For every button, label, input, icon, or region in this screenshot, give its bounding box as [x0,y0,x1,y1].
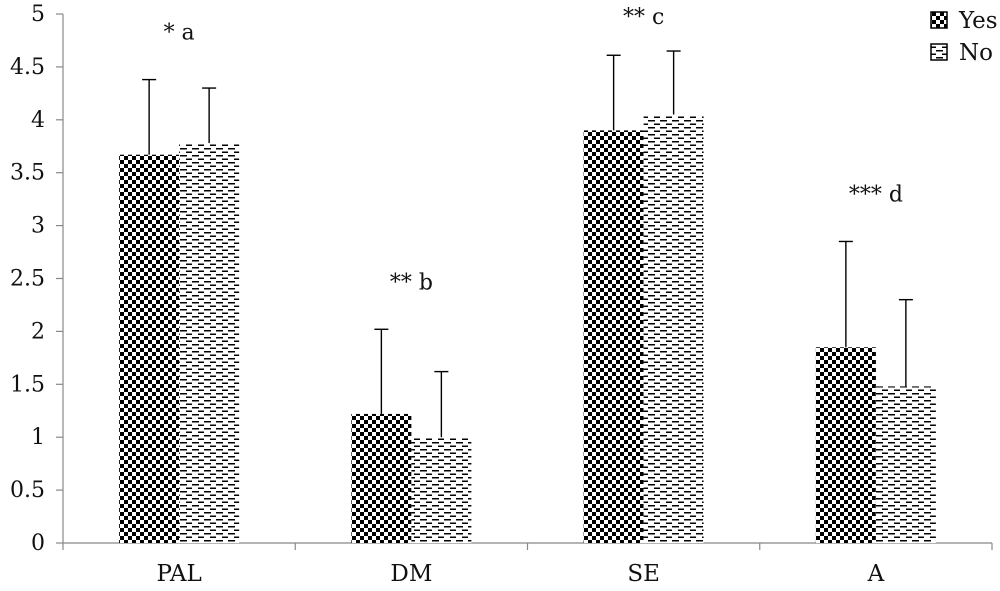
bar-no-pal [179,143,240,544]
x-category-label: A [867,561,885,587]
y-tick-label: 1 [31,425,45,450]
x-category-label: PAL [157,561,202,587]
legend-label-no: No [959,40,993,66]
significance-annotation: *** d [849,182,903,207]
y-tick-label: 4 [31,108,45,133]
y-tick-label: 0 [31,531,45,556]
y-tick-label: 4.5 [10,55,45,80]
bar-yes-a [815,347,876,543]
bar-no-dm [411,437,472,543]
significance-annotation: ** c [623,5,664,30]
bar-yes-dm [351,413,412,543]
x-category-label: SE [627,561,660,587]
bar-no-se [643,114,704,543]
labels: 0 0.5 1 1.5 2 2.5 3 3.5 4 4.5 5 PAL DM SE A * a ** b ** c… [10,2,903,587]
y-tick-label: 2.5 [10,267,45,292]
legend-label-yes: Yes [958,8,998,34]
x-category-label: DM [390,561,432,587]
y-tick-label: 1.5 [10,372,45,397]
legend-swatch-yes [930,11,948,29]
legend: Yes No [930,8,998,66]
bars [119,114,936,544]
y-tick-label: 3 [31,214,45,239]
y-tick-label: 2 [31,319,45,344]
bar-yes-pal [119,154,180,544]
bar-no-a [875,386,936,543]
y-tick-label: 5 [31,2,45,27]
y-tick-label: 3.5 [10,161,45,186]
legend-swatch-no [930,43,948,61]
significance-annotation: * a [164,21,195,46]
y-tick-label: 0.5 [10,478,45,503]
bar-yes-se [583,130,644,543]
error-bars [142,50,913,438]
significance-annotation: ** b [390,270,433,295]
